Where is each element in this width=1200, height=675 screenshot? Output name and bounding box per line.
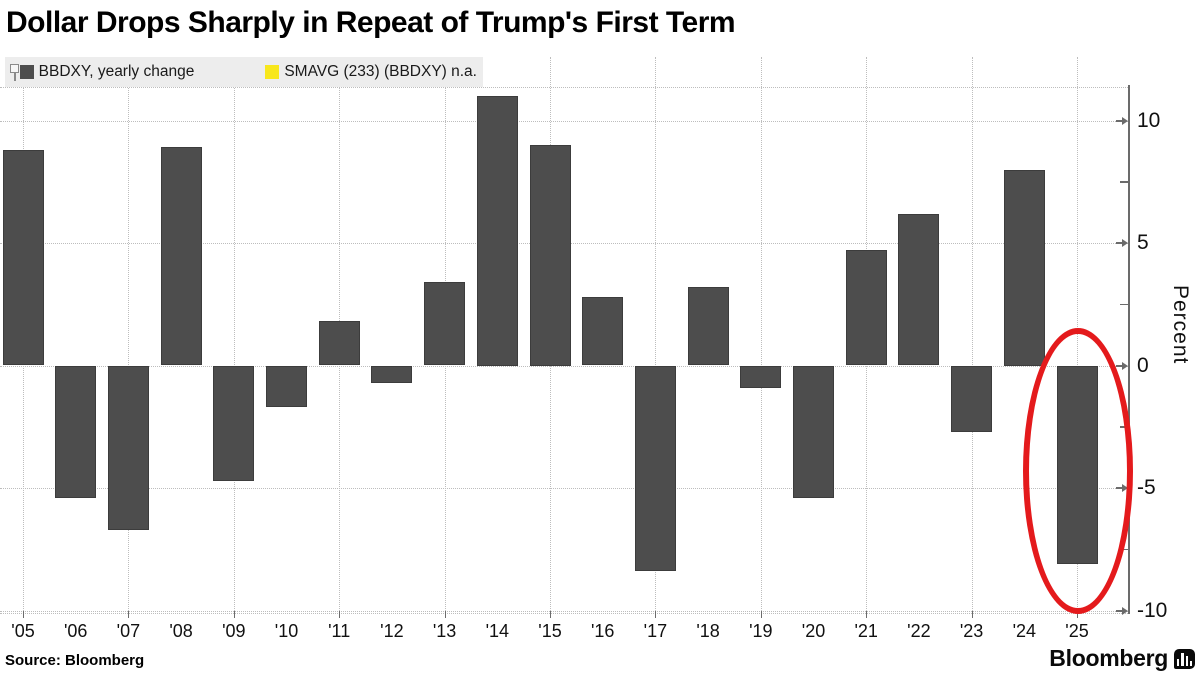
bar-18: [687, 287, 729, 366]
xtick-09: [233, 611, 235, 618]
bar-20: [793, 365, 834, 498]
plot-top-border: [0, 87, 1128, 88]
xtick-05: [23, 611, 24, 618]
source-note: Source: Bloomberg: [5, 652, 145, 669]
ytick-arrow-0: [1122, 361, 1128, 370]
bar-13: [424, 282, 466, 366]
xtick-15: [550, 611, 551, 618]
x-tick-label-13: '13: [432, 621, 457, 641]
bloomberg-logo-text: Bloomberg: [1049, 645, 1168, 671]
ytick-minor-2.5: [1120, 303, 1128, 306]
x-tick-label-10: '10: [274, 621, 299, 641]
legend: BBDXY, yearly change SMAVG (233) (BBDXY)…: [5, 57, 483, 87]
gridline-h-0: [0, 365, 1128, 367]
x-tick-label-08: '08: [169, 621, 193, 641]
xtick-17: [655, 611, 657, 618]
bar-07: [107, 365, 149, 530]
ytick-minor--7.5: [1120, 548, 1128, 551]
ytick-arrow-5: [1122, 239, 1128, 247]
bar-16: [582, 296, 624, 366]
bar-21: [845, 250, 887, 366]
x-tick-label-16: '16: [590, 621, 615, 641]
xtick-07: [128, 611, 130, 618]
y-tick-label-10: 10: [1137, 108, 1161, 132]
bar-14: [476, 96, 518, 366]
ytick--10: [1116, 609, 1125, 612]
y-axis-line: [1128, 85, 1130, 614]
bar-05: [2, 149, 44, 366]
x-tick-label-25: '25: [1065, 621, 1089, 641]
x-tick-label-07: '07: [116, 621, 141, 641]
bar-22: [898, 213, 940, 366]
x-tick-label-15: '15: [538, 621, 562, 641]
x-tick-label-12: '12: [380, 621, 404, 641]
x-tick-label-09: '09: [222, 621, 246, 641]
x-tick-label-05: '05: [11, 621, 35, 641]
xtick-25: [1077, 611, 1078, 618]
ytick-arrow-10: [1122, 116, 1128, 125]
bar-11: [318, 321, 360, 366]
gridline-h-10: [0, 120, 1128, 122]
gridline-v-17: [655, 57, 657, 613]
bar-12: [371, 365, 413, 383]
gridline-h--10: [0, 610, 1128, 612]
x-tick-label-21: '21: [854, 621, 878, 641]
x-tick-label-14: '14: [485, 621, 510, 641]
xtick-23: [971, 611, 973, 618]
xtick-21: [866, 611, 868, 618]
y-tick-label-0: 0: [1137, 353, 1149, 377]
y-tick-label--10: -10: [1137, 598, 1168, 622]
ytick-0: [1116, 364, 1125, 367]
bar-19: [740, 365, 782, 388]
x-tick-label-06: '06: [63, 621, 88, 641]
x-tick-label-19: '19: [749, 621, 773, 641]
xtick-19: [760, 611, 762, 618]
highlight-ellipse-2025: [1023, 328, 1133, 614]
bar-15: [529, 145, 571, 366]
x-tick-label-23: '23: [959, 621, 984, 641]
x-tick-label-22: '22: [907, 621, 931, 641]
x-tick-label-18: '18: [696, 621, 720, 641]
x-tick-label-24: '24: [1012, 621, 1037, 641]
ytick-10: [1116, 119, 1125, 122]
x-tick-label-17: '17: [643, 621, 668, 641]
gridline-v-09: [233, 57, 235, 613]
xtick-11: [339, 611, 341, 618]
series2-label: SMAVG (233) (BBDXY) n.a.: [284, 63, 477, 80]
xtick-13: [444, 611, 446, 618]
bar-23: [951, 365, 993, 432]
ytick-5: [1116, 242, 1125, 244]
bar-08: [160, 147, 202, 366]
x-tick-label-11: '11: [328, 621, 351, 641]
x-tick-label-20: '20: [801, 621, 826, 641]
gridline-v-23: [971, 57, 973, 613]
bar-10: [266, 365, 307, 408]
ytick-minor-7.5: [1120, 181, 1128, 183]
series2-swatch: [265, 65, 280, 79]
y-axis-title: Percent: [1169, 285, 1192, 365]
series1-swatch: [19, 65, 34, 79]
gridline-h--5: [0, 488, 1128, 489]
chart-title: Dollar Drops Sharply in Repeat of Trump'…: [6, 6, 736, 39]
bloomberg-chart-icon: [1174, 648, 1195, 669]
bar-09: [213, 365, 255, 481]
gridline-v-19: [760, 57, 762, 613]
y-tick-label-5: 5: [1137, 231, 1149, 254]
plot-bottom-border: [0, 613, 1128, 614]
series1-label: BBDXY, yearly change: [38, 63, 195, 80]
bar-24: [1003, 169, 1045, 366]
bar-17: [634, 365, 676, 572]
bloomberg-logo: Bloomberg: [1049, 645, 1195, 672]
gridline-v-07: [128, 57, 130, 613]
ytick-arrow--10: [1122, 606, 1128, 615]
pin-icon: [10, 63, 19, 81]
y-tick-label--5: -5: [1137, 476, 1156, 499]
bar-06: [55, 365, 97, 498]
